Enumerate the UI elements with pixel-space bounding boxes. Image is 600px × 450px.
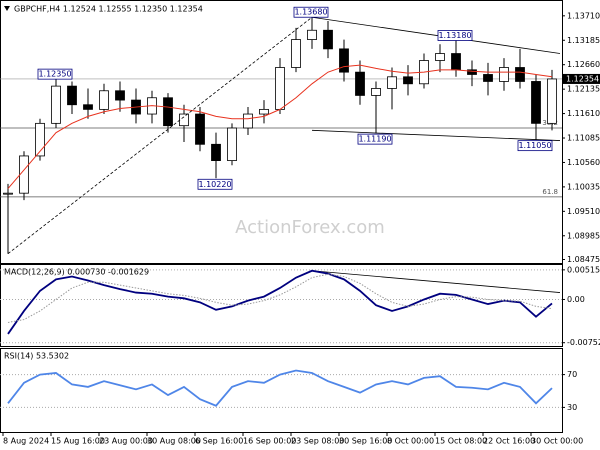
x-tick-label: 15 Aug 16:00: [51, 437, 105, 446]
annotation-box: [37, 68, 73, 80]
chart-title: GBPCHF,H4 1.12524 1.12555 1.12350 1.1235…: [14, 5, 203, 14]
last-price-box: [563, 73, 600, 84]
indicator-line: [7, 273, 553, 323]
y-tick-label: -0.007527: [567, 338, 600, 347]
candle-body: [163, 97, 173, 127]
candle-body: [547, 78, 557, 124]
candle-body: [275, 67, 285, 110]
y-tick-label: 1.12660: [567, 60, 600, 69]
candle-body: [323, 29, 333, 50]
candle-body: [115, 90, 125, 101]
x-tick-label: 30 Sep 16:00: [339, 437, 392, 446]
annotation-label: 1.10220: [198, 180, 231, 189]
candle-body: [531, 81, 541, 124]
x-tick-label: 15 Oct 08:00: [435, 437, 487, 446]
candle-body: [515, 67, 525, 82]
candle-body: [259, 108, 269, 115]
y-tick-label: 1.11610: [567, 109, 600, 118]
x-tick-label: 30 Aug 08:00: [147, 437, 201, 446]
annotation-label: 1.13180: [438, 31, 471, 40]
x-tick-label: 6 Sep 16:00: [195, 437, 243, 446]
y-tick-label: 70: [567, 370, 577, 379]
y-tick-label: 1.08985: [567, 231, 600, 240]
trend-line: [311, 16, 561, 54]
candle-body: [435, 53, 445, 61]
candle-body: [243, 113, 253, 129]
last-price-label: 1.12354: [566, 74, 599, 83]
x-tick-label: 16 Sep 00:00: [243, 437, 296, 446]
y-tick-label: 0.00: [567, 295, 585, 304]
watermark: ActionForex.com: [235, 217, 385, 238]
candle-body: [467, 69, 477, 75]
y-tick-label: 1.12135: [567, 85, 600, 94]
candle-body: [19, 155, 29, 194]
candle-body: [291, 39, 301, 68]
annotation-box: [357, 133, 393, 145]
candle-body: [195, 113, 205, 145]
annotation-label: 1.13680: [294, 8, 327, 17]
level-label: 61.8: [542, 188, 558, 196]
macd-pane: [0, 264, 563, 347]
y-tick-label: 1.10035: [567, 182, 600, 191]
candle-body: [307, 29, 317, 40]
annotation-label: 1.12350: [38, 70, 71, 79]
candle-body: [483, 74, 493, 82]
y-tick-label: 30: [567, 403, 577, 412]
annotation-box: [517, 140, 553, 152]
x-tick-label: 8 Aug 2024: [3, 437, 49, 446]
y-tick-label: 1.09510: [567, 207, 600, 216]
candle-body: [227, 127, 237, 161]
candle-body: [99, 90, 109, 110]
y-tick-label: 1.13710: [567, 11, 600, 20]
x-tick-label: 23 Aug 00:00: [99, 437, 153, 446]
rsi-title: RSI(14) 53.5302: [4, 352, 69, 361]
candle-body: [3, 192, 13, 195]
y-tick-label: 1.08475: [567, 255, 600, 264]
annotation-box: [437, 30, 473, 41]
candle-body: [371, 88, 381, 96]
candle-body: [403, 76, 413, 85]
candle-body: [499, 67, 509, 82]
y-tick-label: 0.005155: [567, 265, 600, 274]
annotation-label: 1.11050: [518, 141, 551, 150]
candle-body: [211, 143, 221, 161]
candle-body: [355, 71, 365, 96]
annotation-box: [197, 178, 233, 190]
candle-body: [387, 76, 397, 89]
y-tick-label: 1.13185: [567, 36, 600, 45]
macd-title: MACD(12,26,9) 0.000730 -0.001629: [4, 268, 149, 277]
x-tick-label: 22 Oct 16:00: [483, 437, 535, 446]
moving-average: [7, 64, 553, 189]
rsi-pane: [0, 348, 563, 433]
indicator-line: [7, 369, 553, 407]
x-tick-label: 8 Oct 00:00: [387, 437, 434, 446]
y-tick-label: 1.11085: [567, 134, 600, 143]
x-tick-label: 23 Sep 08:00: [291, 437, 344, 446]
candle-body: [339, 48, 349, 73]
candle-body: [83, 104, 93, 110]
candle-body: [451, 53, 461, 71]
price-pane: [0, 0, 563, 264]
candle-body: [51, 85, 61, 124]
trend-line: [311, 270, 561, 293]
candle-body: [179, 113, 189, 127]
y-tick-label: 1.10560: [567, 158, 600, 167]
x-tick-label: 30 Oct 00:00: [531, 437, 583, 446]
candle-body: [67, 85, 77, 106]
annotation-box: [293, 6, 329, 18]
symbol-icon: [4, 6, 10, 11]
trend-line: [311, 129, 561, 141]
annotation-label: 1.11190: [358, 135, 391, 144]
trend-line: [7, 16, 313, 255]
candle-body: [35, 122, 45, 157]
